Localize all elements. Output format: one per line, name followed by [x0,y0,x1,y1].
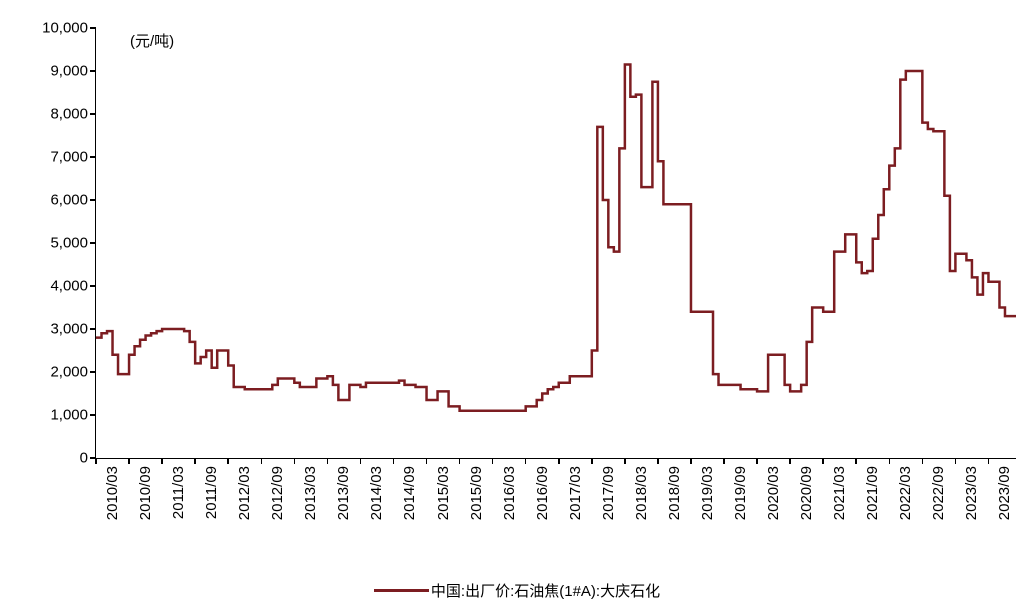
y-tick-mark [90,242,96,244]
series-line [96,65,1016,411]
x-tick-label: 2023/09 [996,466,1013,541]
x-tick-label: 2018/09 [666,466,683,541]
x-tick-label: 2017/03 [567,466,584,541]
y-tick-mark [90,156,96,158]
x-tick-mark [822,458,824,464]
x-tick-mark [128,458,130,464]
x-tick-label: 2012/03 [236,466,253,541]
x-tick-mark [756,458,758,464]
x-tick-label: 2016/09 [534,466,551,541]
x-tick-mark [789,458,791,464]
x-tick-label: 2020/03 [765,466,782,541]
x-tick-label: 2016/03 [501,466,518,541]
x-tick-mark [459,458,461,464]
legend: 中国:出厂价:石油焦(1#A):大庆石化 [0,580,1034,601]
x-tick-label: 2020/09 [798,466,815,541]
x-tick-mark [525,458,527,464]
y-tick-label: 10,000 [42,20,96,37]
x-tick-label: 2013/03 [302,466,319,541]
x-tick-mark [657,458,659,464]
x-tick-label: 2022/09 [930,466,947,541]
x-tick-mark [723,458,725,464]
x-tick-mark [889,458,891,464]
x-tick-mark [227,458,229,464]
chart-container: 01,0002,0003,0004,0005,0006,0007,0008,00… [0,0,1034,603]
x-tick-mark [261,458,263,464]
y-tick-mark [90,371,96,373]
x-tick-label: 2017/09 [600,466,617,541]
x-tick-label: 2015/03 [435,466,452,541]
y-tick-mark [90,285,96,287]
y-tick-mark [90,414,96,416]
x-tick-mark [988,458,990,464]
x-tick-label: 2011/09 [203,466,220,541]
x-tick-label: 2013/09 [335,466,352,541]
y-tick-mark [90,199,96,201]
x-tick-label: 2011/03 [170,466,187,541]
x-tick-mark [591,458,593,464]
x-tick-label: 2021/03 [831,466,848,541]
legend-line-swatch [374,589,429,592]
legend-label: 中国:出厂价:石油焦(1#A):大庆石化 [431,580,660,601]
x-tick-label: 2015/09 [468,466,485,541]
x-tick-label: 2023/03 [963,466,980,541]
x-tick-mark [558,458,560,464]
x-tick-label: 2022/03 [897,466,914,541]
x-tick-label: 2012/09 [269,466,286,541]
legend-item: 中国:出厂价:石油焦(1#A):大庆石化 [374,580,660,601]
line-chart-svg [96,28,1016,458]
y-tick-mark [90,328,96,330]
x-tick-label: 2014/03 [368,466,385,541]
y-tick-mark [90,113,96,115]
x-tick-mark [194,458,196,464]
x-tick-label: 2010/09 [137,466,154,541]
x-tick-label: 2010/03 [104,466,121,541]
x-tick-mark [294,458,296,464]
x-tick-mark [955,458,957,464]
x-tick-label: 2019/09 [732,466,749,541]
x-tick-mark [922,458,924,464]
x-tick-mark [690,458,692,464]
x-tick-label: 2019/03 [699,466,716,541]
x-tick-mark [95,458,97,464]
y-axis-unit-label: (元/吨) [130,30,174,51]
plot-area: 01,0002,0003,0004,0005,0006,0007,0008,00… [95,28,1016,459]
x-tick-mark [161,458,163,464]
x-tick-mark [426,458,428,464]
y-tick-mark [90,27,96,29]
x-tick-mark [360,458,362,464]
x-tick-label: 2018/03 [633,466,650,541]
x-tick-label: 2014/09 [401,466,418,541]
x-tick-mark [855,458,857,464]
x-tick-label: 2021/09 [864,466,881,541]
x-tick-mark [327,458,329,464]
x-tick-mark [624,458,626,464]
x-tick-mark [492,458,494,464]
x-tick-mark [393,458,395,464]
y-tick-mark [90,70,96,72]
